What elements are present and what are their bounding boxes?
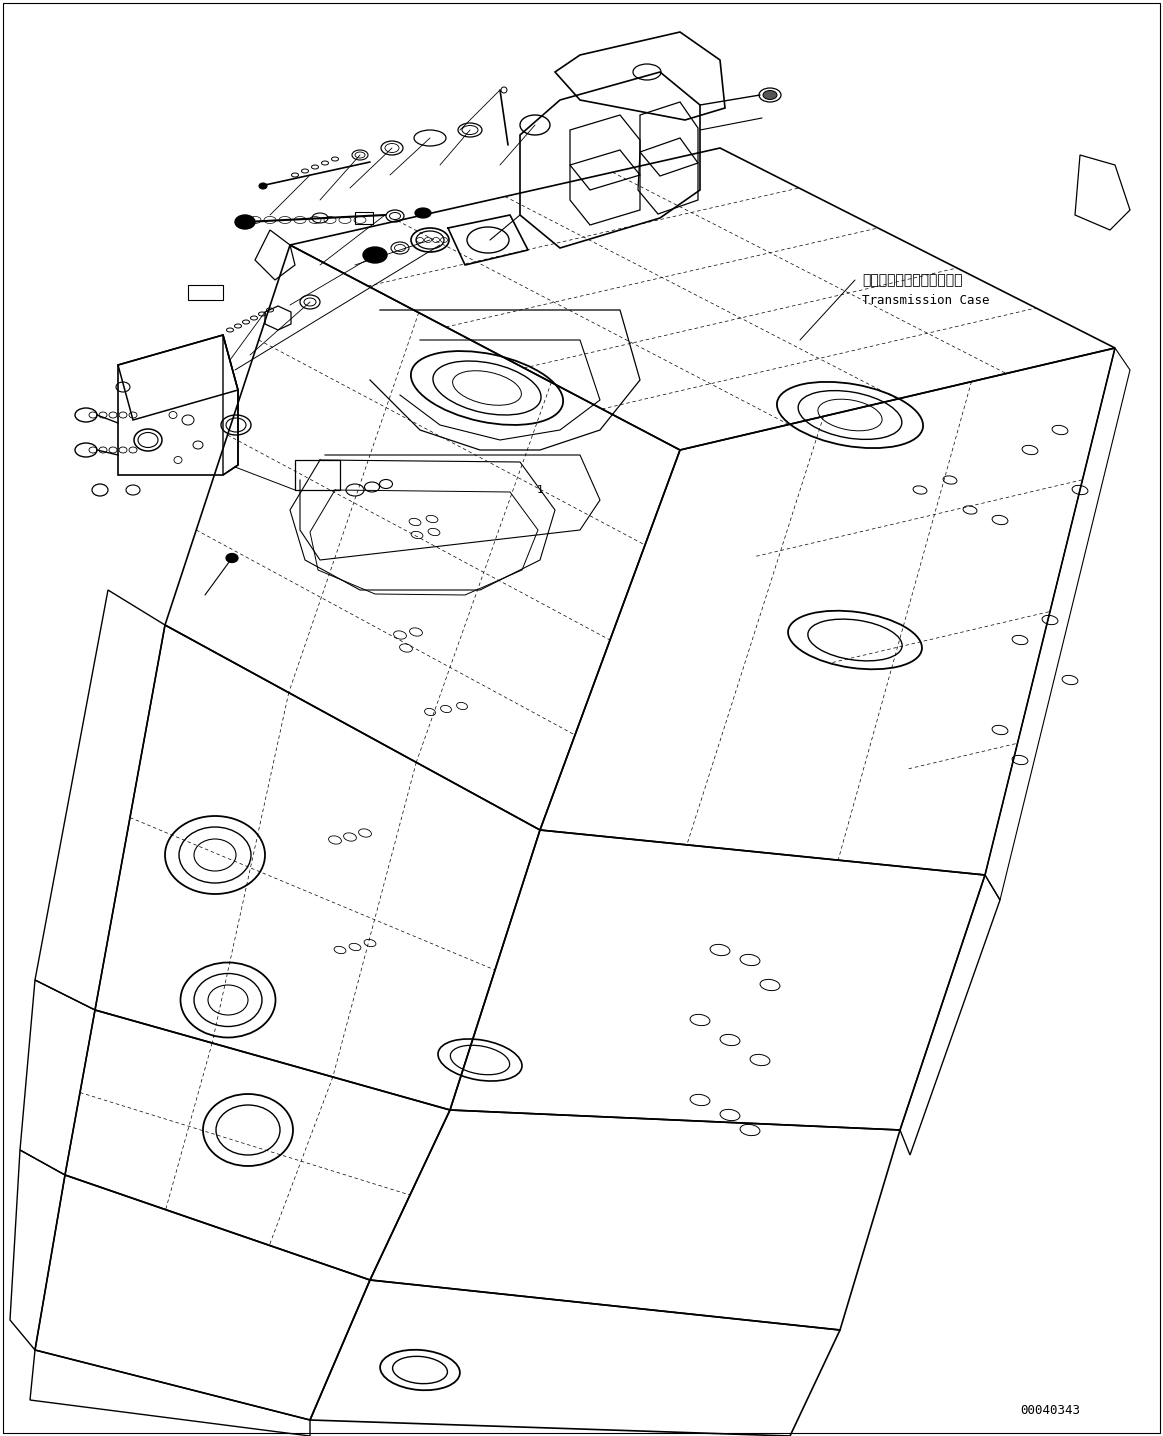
Ellipse shape	[415, 208, 431, 218]
Bar	[295, 460, 340, 490]
Ellipse shape	[763, 90, 777, 99]
Text: トランスミッションケース: トランスミッションケース	[862, 273, 963, 287]
Ellipse shape	[259, 182, 267, 190]
Bar	[188, 284, 223, 300]
Ellipse shape	[235, 215, 255, 228]
Ellipse shape	[226, 553, 238, 563]
Text: 1: 1	[536, 485, 543, 495]
Ellipse shape	[363, 247, 387, 263]
Text: Transmission Case: Transmission Case	[862, 293, 990, 306]
Bar	[355, 213, 373, 224]
Text: 00040343: 00040343	[1020, 1403, 1080, 1416]
